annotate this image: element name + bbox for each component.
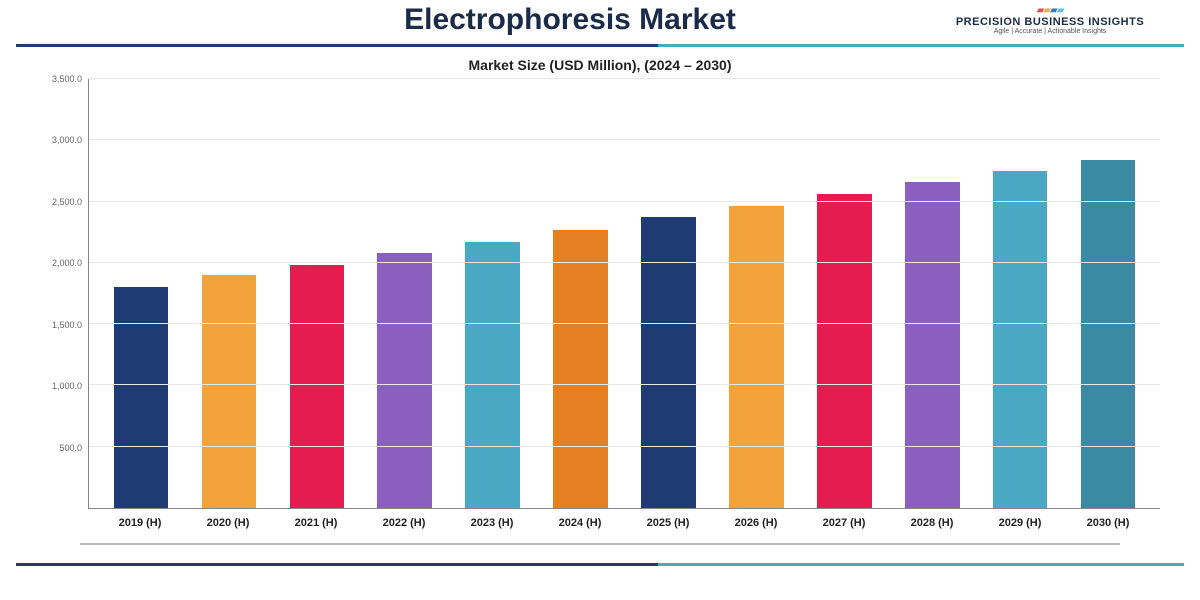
bar — [465, 242, 520, 508]
x-tick-label: 2020 (H) — [184, 517, 272, 529]
divider-left — [16, 563, 658, 566]
divider-right — [658, 44, 1184, 47]
y-axis: 500.0 1,000.0 1,500.0 2,000.0 2,500.0 3,000.0… — [40, 79, 88, 509]
logo-tagline: Agile | Accurate | Actionable Insights — [930, 28, 1170, 35]
bar — [202, 275, 257, 508]
grid-line — [89, 384, 1160, 385]
bar-slot — [800, 79, 888, 508]
bar-slot — [361, 79, 449, 508]
x-tick-label: 2029 (H) — [976, 517, 1064, 529]
y-tick-label: 2,500.0 — [52, 197, 82, 207]
logo-stripes-icon: ▰▰▰▰ — [930, 5, 1170, 16]
grid-line — [89, 323, 1160, 324]
x-tick-label: 2021 (H) — [272, 517, 360, 529]
plot-area — [88, 79, 1160, 509]
bar-slot — [97, 79, 185, 508]
bar — [993, 171, 1048, 508]
bars-group — [89, 79, 1160, 508]
x-tick-label: 2019 (H) — [96, 517, 184, 529]
bar-slot — [888, 79, 976, 508]
page-title: Electrophoresis Market — [210, 3, 930, 37]
bar — [290, 265, 345, 508]
grid-line — [89, 201, 1160, 202]
bar — [553, 230, 608, 508]
x-tick-label: 2027 (H) — [800, 517, 888, 529]
y-tick-label: 3,500.0 — [52, 74, 82, 84]
bar-slot — [537, 79, 625, 508]
bar-slot — [1064, 79, 1152, 508]
bar — [114, 287, 169, 508]
y-tick-label: 1,500.0 — [52, 320, 82, 330]
bar-slot — [625, 79, 713, 508]
grid-line — [89, 262, 1160, 263]
bar-slot — [273, 79, 361, 508]
divider-right — [658, 563, 1184, 566]
x-tick-label: 2023 (H) — [448, 517, 536, 529]
grid-line — [89, 78, 1160, 79]
divider-left — [16, 44, 658, 47]
top-divider — [0, 44, 1200, 47]
x-tick-label: 2030 (H) — [1064, 517, 1152, 529]
chart-container: Market Size (USD Million), (2024 – 2030)… — [0, 47, 1200, 549]
chart-title: Market Size (USD Million), (2024 – 2030) — [40, 57, 1160, 73]
grid-line — [89, 446, 1160, 447]
bar-slot — [976, 79, 1064, 508]
y-tick-label: 1,000.0 — [52, 381, 82, 391]
bottom-divider — [0, 563, 1200, 566]
bar — [905, 182, 960, 508]
logo-company-name: PRECISION BUSINESS INSIGHTS — [930, 16, 1170, 28]
header: Electrophoresis Market ▰▰▰▰ PRECISION BU… — [0, 0, 1200, 44]
y-tick-label: 500.0 — [59, 443, 82, 453]
x-tick-label: 2024 (H) — [536, 517, 624, 529]
y-tick-label: 3,000.0 — [52, 135, 82, 145]
grid-line — [89, 139, 1160, 140]
brand-logo: ▰▰▰▰ PRECISION BUSINESS INSIGHTS Agile |… — [930, 5, 1170, 35]
x-tick-label: 2026 (H) — [712, 517, 800, 529]
x-axis-labels: 2019 (H)2020 (H)2021 (H)2022 (H)2023 (H)… — [88, 509, 1160, 529]
bar — [377, 253, 432, 508]
chart-area: 500.0 1,000.0 1,500.0 2,000.0 2,500.0 3,000.0… — [40, 79, 1160, 509]
x-tick-label: 2028 (H) — [888, 517, 976, 529]
bar — [729, 206, 784, 508]
bar — [1081, 160, 1136, 508]
bar — [641, 217, 696, 508]
x-tick-label: 2025 (H) — [624, 517, 712, 529]
chart-bottom-divider — [40, 543, 1160, 545]
bar — [817, 194, 872, 508]
bar-slot — [185, 79, 273, 508]
y-tick-label: 2,000.0 — [52, 258, 82, 268]
bar-slot — [712, 79, 800, 508]
x-tick-label: 2022 (H) — [360, 517, 448, 529]
bar-slot — [449, 79, 537, 508]
